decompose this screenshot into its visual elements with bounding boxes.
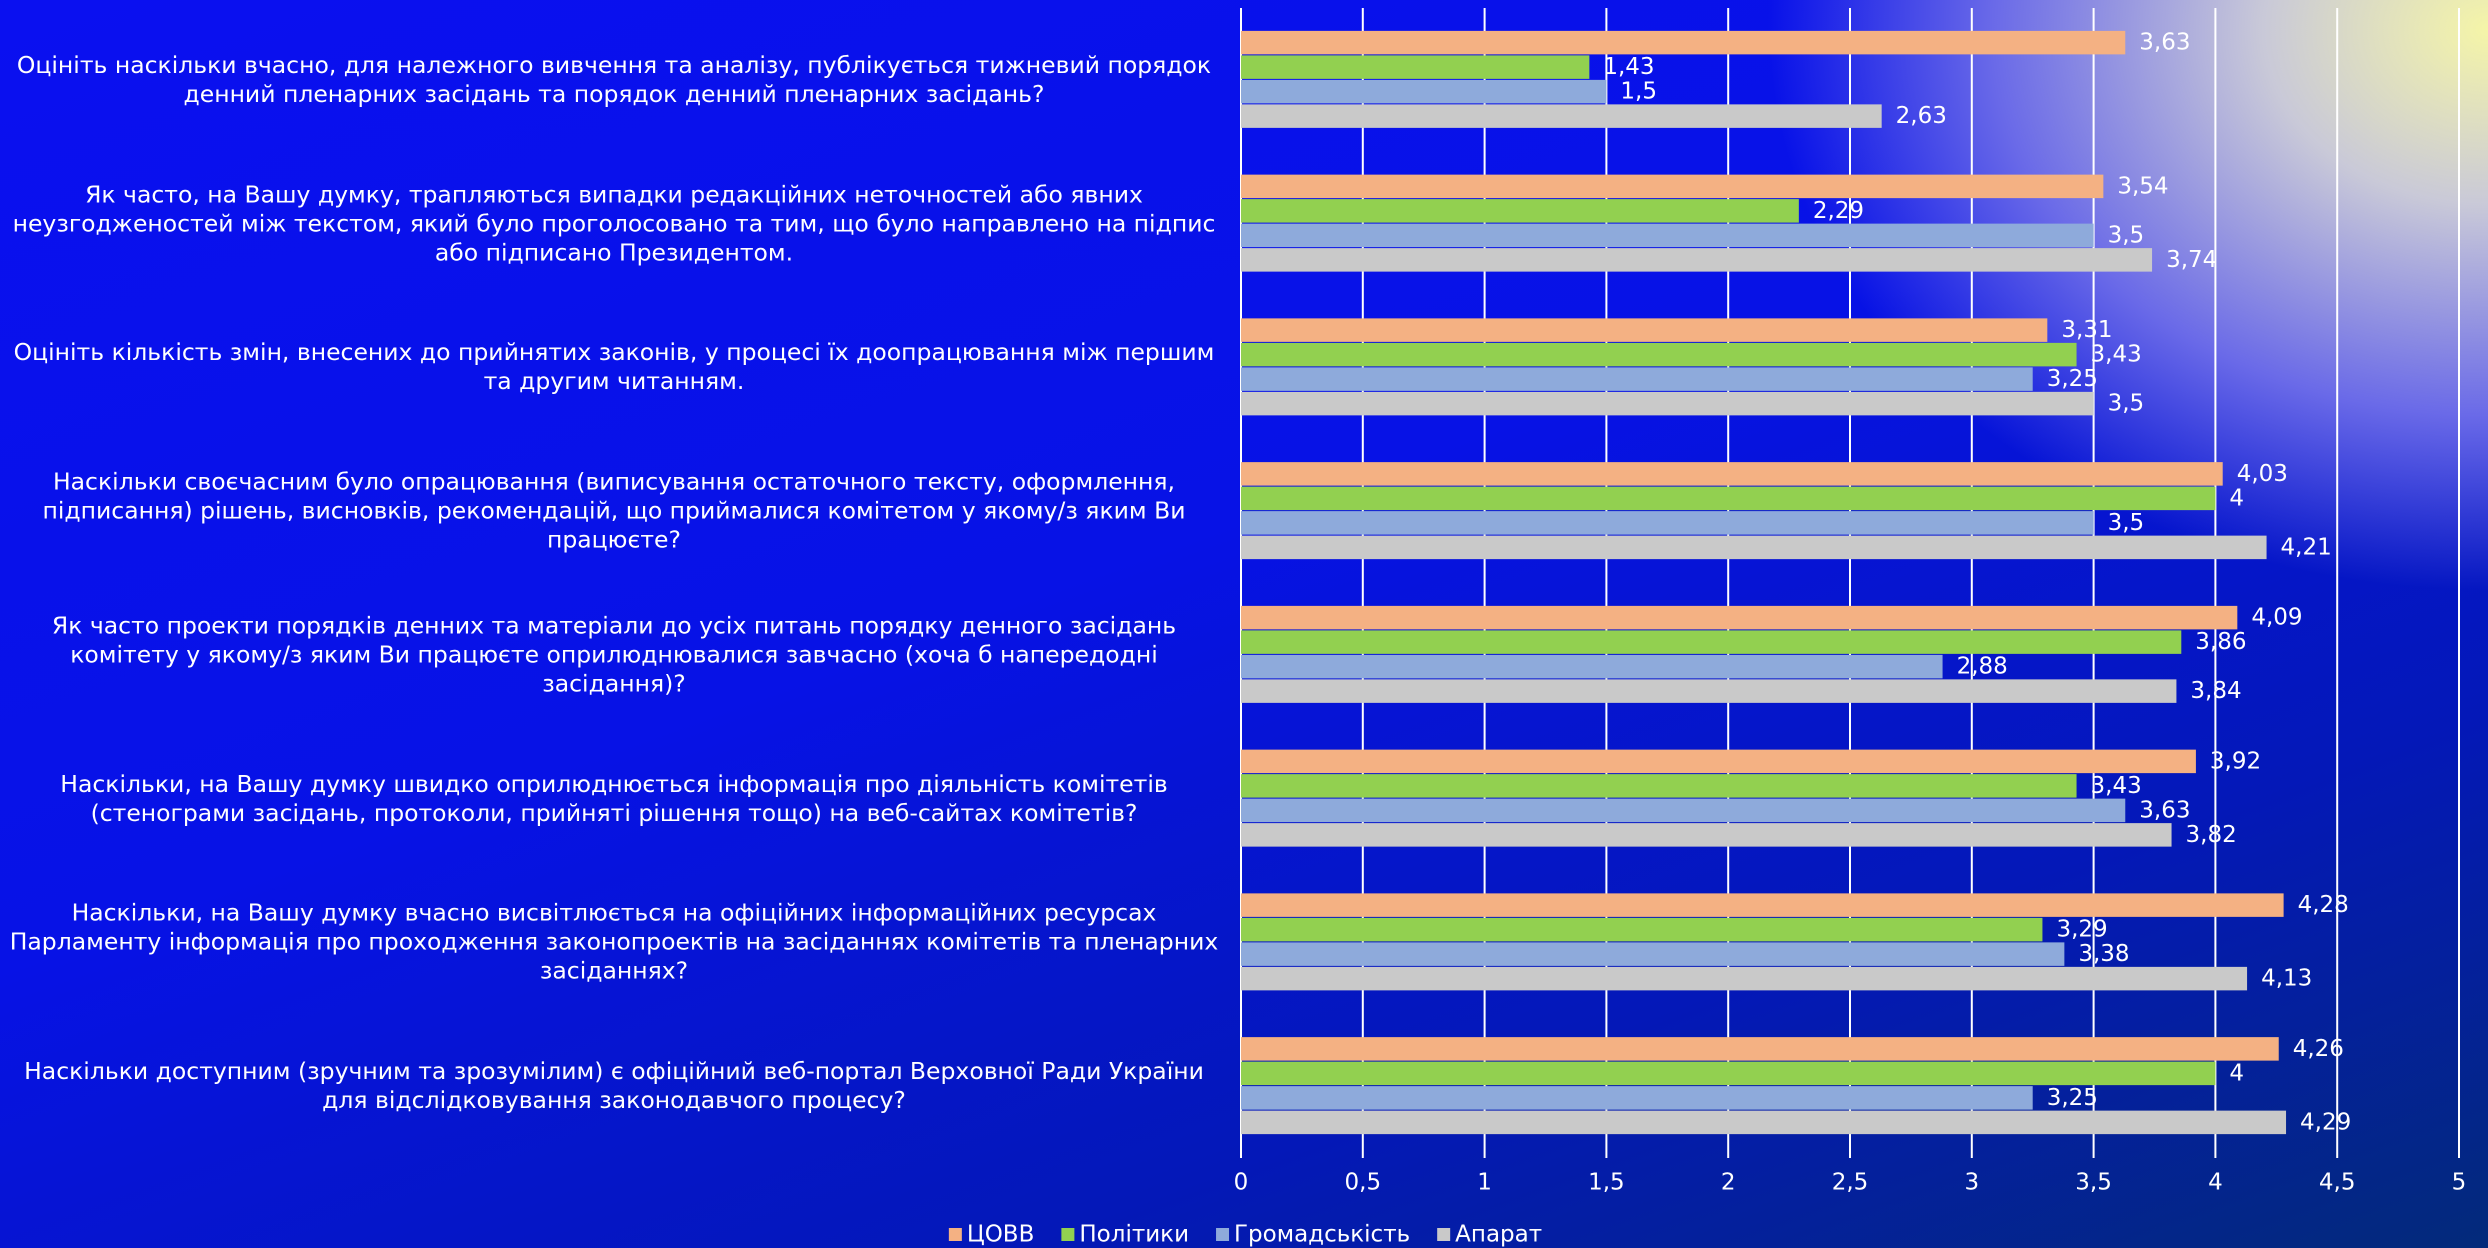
x-tick-label: 0	[1234, 1170, 1249, 1196]
x-tick-label: 4	[2208, 1170, 2223, 1196]
value-label: 1,43	[1603, 54, 1654, 80]
value-label: 3,54	[2117, 173, 2168, 199]
value-label: 4	[2229, 485, 2244, 511]
bar	[1241, 55, 1590, 79]
category-label: Наскільки, на Вашу думку швидко оприлюдн…	[60, 769, 1168, 827]
bar	[1241, 1061, 2216, 1086]
bar	[1241, 174, 2104, 199]
legend-marker	[1061, 1228, 1075, 1241]
bar	[1241, 942, 2065, 966]
value-label: 4,28	[2298, 892, 2349, 918]
value-label: 3,31	[2061, 317, 2112, 343]
x-tick-label: 2	[1721, 1170, 1736, 1196]
value-label: 4,09	[2251, 605, 2302, 631]
value-label: 4,21	[2281, 534, 2332, 560]
category-label: Як часто, на Вашу думку, трапляються вип…	[12, 180, 1216, 267]
x-tick-label: 1	[1477, 1170, 1492, 1196]
bar	[1241, 79, 1607, 104]
bar	[1241, 223, 2094, 248]
value-label: 3,29	[2056, 917, 2107, 943]
value-label: 3,92	[2210, 748, 2261, 774]
category-label: Оцініть наскільки вчасно, для належного …	[16, 50, 1212, 108]
value-label: 3,74	[2166, 247, 2217, 273]
legend-marker	[1216, 1228, 1230, 1241]
x-tick-label: 4,5	[2319, 1170, 2356, 1196]
x-tick-label: 3	[1964, 1170, 1979, 1196]
category-label: Оцініть кількість змін, внесених до прий…	[13, 338, 1215, 396]
value-label: 3,25	[2047, 366, 2098, 392]
category-label: Як часто проекти порядків денних та мате…	[51, 611, 1177, 698]
legend-marker	[948, 1228, 962, 1241]
value-label: 4,13	[2261, 966, 2312, 992]
bar	[1241, 917, 2043, 942]
category-label: Наскільки, на Вашу думку вчасно висвітлю…	[9, 898, 1219, 985]
bar	[1241, 823, 2172, 847]
bar	[1241, 30, 2126, 55]
bar	[1241, 367, 2033, 391]
value-label: 3,43	[2091, 342, 2142, 368]
legend-label: Апарат	[1455, 1222, 1542, 1248]
value-label: 3,43	[2091, 773, 2142, 799]
value-label: 3,38	[2078, 941, 2129, 967]
value-label: 3,86	[2195, 629, 2246, 655]
bar	[1241, 654, 1943, 679]
legend-label: ЦОВВ	[967, 1222, 1035, 1248]
bar	[1241, 104, 1882, 128]
bar	[1241, 749, 2196, 774]
value-label: 4,29	[2300, 1109, 2351, 1135]
legend-marker	[1437, 1228, 1451, 1241]
bar	[1241, 605, 2238, 630]
value-label: 2,63	[1896, 103, 1947, 129]
value-label: 3,84	[2190, 678, 2241, 704]
x-tick-label: 3,5	[2075, 1170, 2112, 1196]
bar	[1241, 966, 2248, 991]
legend-label: Громадськість	[1234, 1222, 1410, 1248]
x-tick-label: 2,5	[1832, 1170, 1869, 1196]
bar	[1241, 1086, 2033, 1110]
x-tick-label: 1,5	[1588, 1170, 1625, 1196]
bar	[1241, 535, 2267, 560]
bar	[1241, 511, 2094, 535]
bar	[1241, 486, 2216, 511]
bar	[1241, 318, 2048, 342]
value-label: 3,5	[2108, 222, 2145, 248]
x-tick-label: 5	[2452, 1170, 2467, 1196]
legend-label: Політики	[1079, 1222, 1189, 1248]
bar	[1241, 199, 1799, 223]
bar	[1241, 798, 2126, 823]
bar	[1241, 630, 2182, 654]
bar	[1241, 391, 2094, 416]
value-label: 4,03	[2237, 461, 2288, 487]
value-label: 2,88	[1957, 654, 2008, 680]
bar	[1241, 342, 2077, 367]
bar	[1241, 1037, 2279, 1061]
value-label: 4	[2229, 1060, 2244, 1086]
category-label: Наскільки своєчасним було опрацювання (в…	[42, 467, 1186, 554]
bar	[1241, 248, 2153, 272]
bar	[1241, 1110, 2287, 1135]
bar	[1241, 774, 2077, 798]
bar	[1241, 679, 2177, 703]
category-label: Наскільки доступним (зручним та зрозуміл…	[24, 1057, 1204, 1115]
value-label: 2,29	[1813, 198, 1864, 224]
value-label: 3,25	[2047, 1085, 2098, 1111]
value-label: 3,63	[2139, 797, 2190, 823]
value-label: 3,82	[2186, 822, 2237, 848]
bar	[1241, 893, 2284, 917]
value-label: 3,63	[2139, 30, 2190, 56]
x-tick-label: 0,5	[1345, 1170, 1382, 1196]
value-label: 3,5	[2108, 510, 2145, 536]
value-label: 4,26	[2293, 1036, 2344, 1062]
value-label: 3,5	[2108, 391, 2145, 417]
value-label: 1,5	[1620, 79, 1657, 105]
bar	[1241, 462, 2223, 486]
